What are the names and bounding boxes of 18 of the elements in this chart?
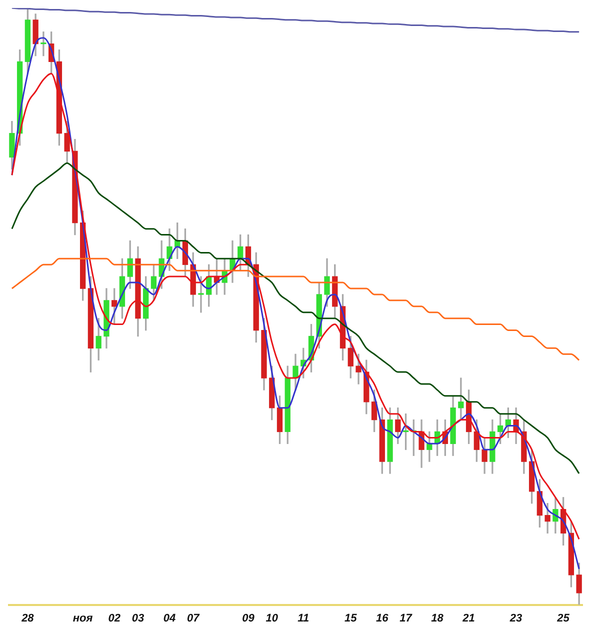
x-tick-label: 28 (20, 612, 35, 624)
x-tick-label: 23 (508, 612, 522, 624)
x-tick-label: 04 (163, 612, 176, 624)
x-tick-label: 16 (376, 612, 390, 624)
candlestick (40, 32, 46, 56)
x-tick-label: 11 (298, 612, 310, 624)
x-tick-label: 15 (344, 612, 358, 624)
x-tick-label: 02 (108, 612, 120, 624)
x-tick-label: 21 (462, 612, 475, 624)
x-tick-label: 17 (400, 612, 413, 624)
x-tick-label: 03 (132, 612, 144, 624)
x-tick-label: 18 (431, 612, 444, 624)
x-tick-label: 09 (242, 612, 256, 624)
x-tick-label: 07 (186, 612, 200, 624)
x-tick-label: 25 (556, 612, 570, 624)
x-tick-label: 10 (266, 612, 279, 624)
candlestick (198, 276, 204, 313)
x-tick-label: ноя (72, 612, 94, 624)
